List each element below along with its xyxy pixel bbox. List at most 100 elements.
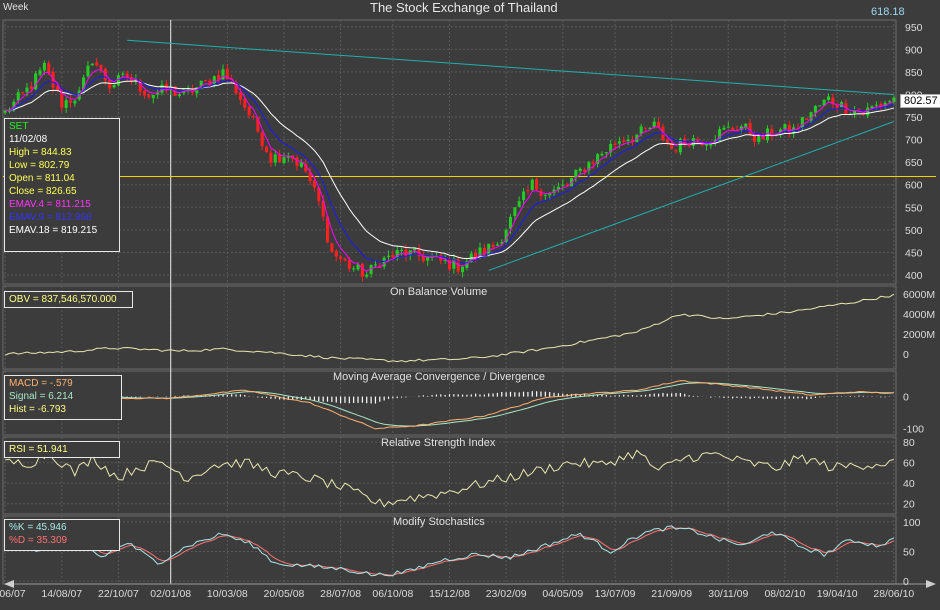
candle-body bbox=[539, 190, 543, 196]
candle-body bbox=[818, 105, 822, 107]
candle-body bbox=[86, 65, 90, 77]
candle-body bbox=[64, 100, 68, 108]
macd-title: Moving Average Convergence / Divergence bbox=[333, 371, 545, 383]
candle-body bbox=[21, 91, 25, 93]
candle-body bbox=[726, 126, 730, 128]
candle-body bbox=[652, 121, 656, 128]
price-tick-label: 950 bbox=[905, 22, 923, 34]
candle-body bbox=[482, 247, 486, 254]
macd-tick-label: 0 bbox=[903, 392, 909, 404]
candle-body bbox=[748, 123, 752, 136]
candle-body bbox=[765, 128, 770, 141]
candle-body bbox=[217, 75, 221, 81]
candle-body bbox=[330, 243, 334, 252]
candle-body bbox=[583, 169, 587, 172]
candle-body bbox=[643, 127, 648, 129]
candle-body bbox=[42, 62, 46, 71]
candle-body bbox=[326, 216, 330, 243]
candle-body bbox=[739, 126, 743, 130]
candle-body bbox=[426, 257, 430, 261]
candle-body bbox=[783, 124, 787, 130]
candle-body bbox=[116, 75, 120, 86]
candle-body bbox=[883, 102, 887, 106]
candle-body bbox=[256, 117, 260, 132]
chart-title: The Stock Exchange of Thailand bbox=[370, 0, 558, 15]
candle-body bbox=[38, 70, 42, 75]
info-high: High = 844.83 bbox=[9, 147, 72, 158]
candle-body bbox=[504, 229, 508, 242]
obv-tick-label: 4000M bbox=[903, 309, 935, 321]
candle-body bbox=[704, 144, 709, 146]
stoch-value-box: %K = 45.946 %D = 35.309 bbox=[4, 519, 120, 551]
x-tick-label: 06/10/08 bbox=[372, 588, 413, 600]
candle-body bbox=[826, 96, 831, 100]
candle-body bbox=[578, 168, 582, 172]
candle-body bbox=[556, 186, 560, 190]
candle-body bbox=[530, 179, 534, 190]
candle-body bbox=[596, 154, 600, 164]
candle-body bbox=[805, 118, 809, 120]
candle-body bbox=[639, 126, 643, 134]
candle-body bbox=[787, 124, 791, 134]
candle-body bbox=[82, 77, 86, 92]
trendline bbox=[127, 39, 894, 95]
candle-body bbox=[443, 259, 447, 261]
candle-body bbox=[874, 104, 878, 106]
candle-body bbox=[51, 71, 55, 88]
candle-body bbox=[295, 157, 299, 166]
info-symbol: SET bbox=[9, 121, 29, 132]
candle-body bbox=[500, 242, 504, 244]
last-price-tag: 802.57 bbox=[900, 94, 940, 108]
candle-body bbox=[334, 250, 338, 257]
chart-plots bbox=[3, 39, 936, 577]
candle-body bbox=[543, 194, 547, 196]
candle-body bbox=[561, 184, 565, 186]
candle-body bbox=[892, 97, 896, 102]
ema9-line bbox=[5, 75, 894, 264]
candle-body bbox=[47, 63, 51, 74]
candle-body bbox=[286, 156, 290, 158]
candle-body bbox=[317, 187, 321, 202]
rsi-value-box: RSI = 51.941 bbox=[4, 441, 120, 458]
price-tick-label: 650 bbox=[905, 157, 923, 169]
chart-grid bbox=[2, 19, 897, 585]
candle-body bbox=[835, 105, 839, 109]
obv-tick-label: 0 bbox=[903, 349, 909, 361]
candle-body bbox=[678, 138, 682, 153]
x-tick-label: 19/04/10 bbox=[817, 588, 858, 600]
candle-body bbox=[569, 178, 573, 187]
candle-body bbox=[343, 258, 347, 261]
d-value: %D = 35.309 bbox=[9, 535, 68, 546]
candle-body bbox=[68, 100, 73, 103]
candle-body bbox=[269, 152, 273, 163]
candle-body bbox=[395, 250, 399, 259]
scroll-left-arrow bbox=[4, 580, 14, 588]
chart-axes: 26/06/07 14/08/07 22/10/07 02/01/08 10/03/08… bbox=[0, 22, 936, 600]
candle-body bbox=[813, 106, 817, 113]
x-tick-label: 22/10/07 bbox=[98, 588, 139, 600]
candle-body bbox=[247, 106, 251, 116]
stoch-title: Modify Stochastics bbox=[393, 516, 485, 528]
hist-value: Hist = -6.793 bbox=[9, 404, 66, 415]
candle-body bbox=[199, 80, 203, 87]
candle-body bbox=[761, 135, 765, 140]
k-value: %K = 45.946 bbox=[9, 522, 67, 533]
candle-body bbox=[400, 249, 404, 251]
candle-body bbox=[744, 123, 748, 128]
candle-body bbox=[770, 129, 774, 137]
candle-body bbox=[125, 73, 129, 78]
candle-body bbox=[238, 92, 242, 100]
rsi-tick-label: 20 bbox=[903, 499, 915, 511]
candle-body bbox=[447, 259, 452, 270]
candle-body bbox=[461, 266, 465, 273]
candle-body bbox=[177, 94, 181, 96]
macd-line bbox=[5, 380, 894, 430]
info-date: 11/02/08 bbox=[9, 134, 48, 145]
candle-body bbox=[665, 139, 669, 144]
candle-body bbox=[674, 149, 678, 152]
candle-body bbox=[147, 94, 151, 97]
candle-body bbox=[12, 101, 16, 110]
candle-body bbox=[487, 243, 491, 256]
candle-body bbox=[108, 80, 112, 89]
